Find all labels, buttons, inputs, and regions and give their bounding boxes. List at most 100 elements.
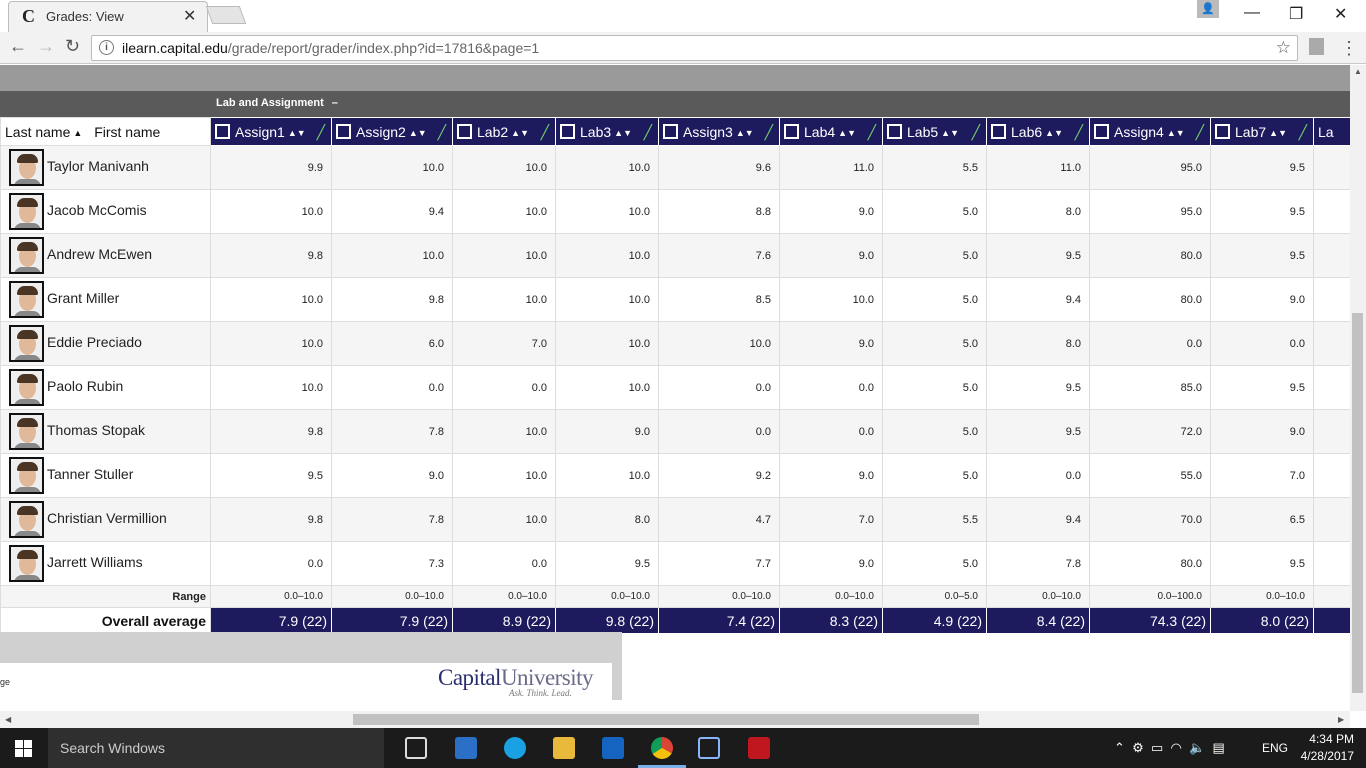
edit-icon[interactable] [784,123,799,139]
sort-icon[interactable]: ▲▼ [1166,127,1185,138]
pencil-icon[interactable]: ╱ [540,124,549,140]
grade-cell[interactable]: 9.0 [331,453,453,498]
grade-cell[interactable]: 9.5 [555,541,659,586]
windows-start-icon[interactable] [15,740,32,757]
grade-cell[interactable]: 10.0 [210,189,332,234]
forward-arrow-icon[interactable]: → [37,36,55,56]
student-name[interactable]: Jarrett Williams [47,554,143,571]
scroll-right-icon[interactable]: ▶ [1338,715,1345,724]
grade-cell[interactable]: 0.0 [1210,321,1314,366]
sort-icon[interactable]: ▲▼ [614,127,632,138]
grade-cell[interactable]: 10.0 [331,145,453,190]
sort-icon[interactable]: ▲▼ [838,127,856,138]
grade-cell[interactable]: 80.0 [1089,277,1211,322]
column-title[interactable]: Assign4 [1114,123,1164,140]
grade-cell[interactable]: 5.0 [882,233,987,278]
grade-cell[interactable]: 9.5 [1210,541,1314,586]
grade-cell[interactable]: 5.0 [882,409,987,454]
grade-cell[interactable]: 9.5 [1210,189,1314,234]
grade-cell[interactable]: 10.0 [452,497,556,542]
student-name[interactable]: Taylor Manivanh [47,158,149,175]
column-title[interactable]: Lab4 [804,123,836,140]
grade-cell[interactable]: 9.5 [986,409,1090,454]
student-name[interactable]: Jacob McComis [47,202,147,219]
grade-cell[interactable]: 5.0 [882,189,987,234]
grade-cell[interactable]: 5.0 [882,453,987,498]
edit-icon[interactable] [1094,123,1109,139]
grade-cell[interactable]: 6.5 [1210,497,1314,542]
student-name-cell[interactable]: Eddie Preciado [0,321,211,366]
column-title[interactable]: Assign1 [235,123,285,140]
grade-cell[interactable]: 9.0 [779,541,883,586]
grade-cell[interactable]: 5.0 [882,541,987,586]
grade-cell[interactable]: 9.2 [658,453,780,498]
grade-cell[interactable]: 10.0 [452,409,556,454]
minimize-icon[interactable]: — [1244,4,1260,21]
grade-cell[interactable]: 10.0 [210,277,332,322]
grade-cell[interactable]: 4.7 [658,497,780,542]
avatar[interactable] [9,237,44,274]
edit-icon[interactable] [215,123,230,139]
pencil-icon[interactable]: ╱ [971,124,980,140]
grade-cell[interactable]: 7.6 [658,233,780,278]
sort-last-name[interactable]: Last name [5,123,71,140]
scroll-left-icon[interactable]: ◀ [5,715,12,724]
sort-icon[interactable]: ▲ [73,127,83,138]
pdf-extension-icon[interactable] [1309,38,1324,55]
student-name[interactable]: Paolo Rubin [47,378,124,395]
grade-cell[interactable]: 6.0 [331,321,453,366]
grade-cell[interactable]: 11.0 [779,145,883,190]
grade-cell[interactable]: 9.8 [210,497,332,542]
grade-column-header[interactable]: Assign2 ▲▼ ╱ [331,117,453,146]
outlook-icon[interactable] [602,737,624,759]
student-name-cell[interactable]: Jacob McComis [0,189,211,234]
grade-column-header[interactable]: Lab2 ▲▼ ╱ [452,117,556,146]
grade-cell[interactable]: 0.0 [986,453,1090,498]
grade-cell[interactable]: 80.0 [1089,233,1211,278]
close-tab-icon[interactable]: ✕ [183,8,197,25]
new-tab-button[interactable] [205,6,247,24]
pencil-icon[interactable]: ╱ [764,124,773,140]
restore-icon[interactable]: ❐ [1289,6,1304,23]
grade-cell[interactable]: 10.0 [452,277,556,322]
grade-column-header[interactable]: Assign1 ▲▼ ╱ [210,117,332,146]
grade-cell[interactable]: 9.0 [779,453,883,498]
task-view-icon[interactable] [405,737,427,759]
address-bar[interactable]: i ilearn.capital.edu/grade/report/grader… [91,35,1298,61]
avatar[interactable] [9,149,44,186]
grade-cell[interactable]: 5.5 [882,497,987,542]
grade-cell[interactable]: 9.9 [210,145,332,190]
taskbar-search[interactable]: Search Windows [48,728,384,768]
student-name[interactable]: Tanner Stuller [47,466,134,483]
student-name[interactable]: Eddie Preciado [47,334,142,351]
column-title[interactable]: Lab5 [907,123,939,140]
browser-tab[interactable]: C Grades: View ✕ [8,1,208,32]
column-title[interactable]: Assign2 [356,123,406,140]
edit-icon[interactable] [663,123,678,139]
edit-icon[interactable] [887,123,902,139]
file-explorer-icon[interactable] [553,737,575,759]
grade-cell[interactable]: 7.0 [779,497,883,542]
system-tray[interactable]: ⌃ ⚙ ▭ ◠ 🔈 ▤ [1114,740,1225,755]
grade-cell[interactable]: 9.0 [779,321,883,366]
grade-cell[interactable]: 9.0 [779,189,883,234]
sort-icon[interactable]: ▲▼ [287,127,306,138]
pencil-icon[interactable]: ╱ [1298,124,1307,140]
grade-cell[interactable]: 10.0 [555,365,659,410]
sort-first-name[interactable]: First name [94,123,161,140]
grade-column-header[interactable]: Lab4 ▲▼ ╱ [779,117,883,146]
grade-cell[interactable]: 0.0 [658,409,780,454]
grade-column-header[interactable]: Lab7 ▲▼ ╱ [1210,117,1314,146]
edit-icon[interactable] [560,123,575,139]
grade-cell[interactable]: 5.0 [882,321,987,366]
grade-cell[interactable]: 9.8 [210,233,332,278]
grade-cell[interactable]: 7.8 [986,541,1090,586]
grade-cell[interactable]: 9.8 [331,277,453,322]
avatar[interactable] [9,325,44,362]
grade-cell[interactable]: 8.8 [658,189,780,234]
grade-cell[interactable]: 8.0 [986,321,1090,366]
virtualbox-icon[interactable] [698,737,720,759]
grade-cell[interactable]: 10.0 [452,189,556,234]
grade-cell[interactable]: 8.0 [555,497,659,542]
grade-cell[interactable]: 9.4 [986,497,1090,542]
